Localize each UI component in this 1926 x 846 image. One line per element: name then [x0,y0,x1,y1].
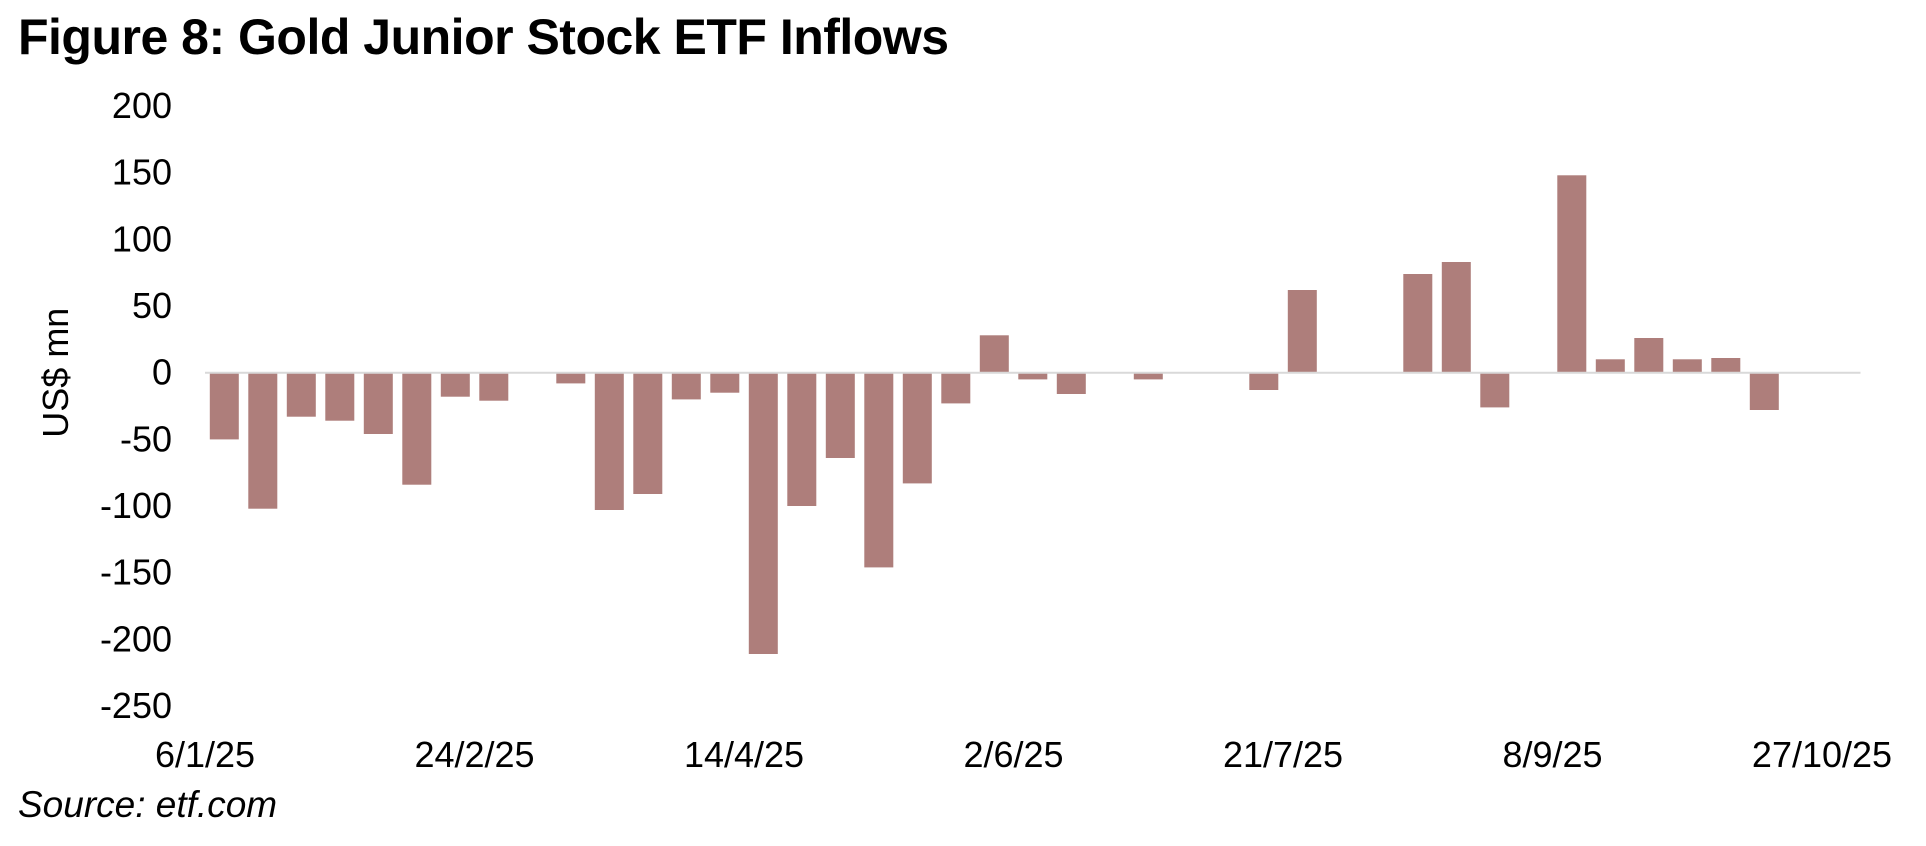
bar-11/8/25 [1403,274,1433,373]
x-tick-label: 8/9/25 [1502,734,1602,770]
x-tick-label: 24/2/25 [414,734,534,770]
bar-24/3/25 [633,372,663,494]
bar-14/4/25 [748,372,778,654]
bar-25/8/25 [1480,372,1510,408]
bar-10/2/25 [402,372,432,485]
bar-29/9/25 [1672,359,1702,373]
bar-24/2/25 [479,372,509,401]
bar-chart: US$ mn 200 150 100 50 0 -50 -100 -150 -200 -250 6… [35,85,1892,770]
bar-7/4/25 [710,372,740,393]
y-tick-label: -250 [100,685,172,726]
y-axis-title: US$ mn [35,308,76,438]
x-tick-label: 2/6/25 [963,734,1063,770]
bar-5/5/25 [864,372,894,568]
y-axis-title-group: US$ mn [35,308,76,438]
y-tick-label: -50 [120,418,172,459]
bar-13/1/25 [248,372,278,509]
y-tick-label: 150 [112,152,172,193]
bar-6/10/25 [1711,358,1741,373]
y-tick-label: -150 [100,552,172,593]
bar-19/5/25 [941,372,971,404]
bar-18/8/25 [1441,262,1471,373]
bar-10/3/25 [556,372,586,384]
bar-8/9/25 [1557,175,1587,373]
bar-2/6/25 [1018,372,1048,380]
x-tick-label: 21/7/25 [1223,734,1343,770]
y-axis-ticks: 200 150 100 50 0 -50 -100 -150 -200 -250 [100,85,172,726]
y-tick-label: -200 [100,618,172,659]
x-axis-ticks: 6/1/25 24/2/25 14/4/25 2/6/25 21/7/25 8/9/25 2… [155,734,1892,770]
bar-27/1/25 [325,372,355,421]
bar-6/1/25 [209,372,239,440]
bar-series [209,175,1779,654]
y-tick-label: 0 [152,352,172,393]
y-tick-label: 100 [112,218,172,259]
bar-28/4/25 [825,372,855,458]
y-tick-label: -100 [100,485,172,526]
x-tick-label: 27/10/25 [1752,734,1892,770]
bar-21/4/25 [787,372,817,506]
x-tick-label: 6/1/25 [155,734,255,770]
bar-12/5/25 [902,372,932,484]
bar-13/10/25 [1749,372,1779,410]
bar-20/1/25 [286,372,316,417]
bar-26/5/25 [979,335,1009,373]
bar-31/3/25 [671,372,701,400]
chart-title: Figure 8: Gold Junior Stock ETF Inflows [18,9,949,65]
bar-17/2/25 [440,372,470,397]
bar-3/2/25 [363,372,393,434]
source-note: Source: etf.com [18,784,278,825]
bar-22/9/25 [1634,338,1664,373]
bar-23/6/25 [1133,372,1163,380]
y-tick-label: 50 [132,285,172,326]
bar-14/7/25 [1249,372,1279,390]
y-tick-label: 200 [112,85,172,126]
bar-15/9/25 [1595,359,1625,373]
x-tick-label: 14/4/25 [684,734,804,770]
bar-9/6/25 [1056,372,1086,394]
bar-17/3/25 [594,372,624,510]
bar-21/7/25 [1287,290,1317,373]
